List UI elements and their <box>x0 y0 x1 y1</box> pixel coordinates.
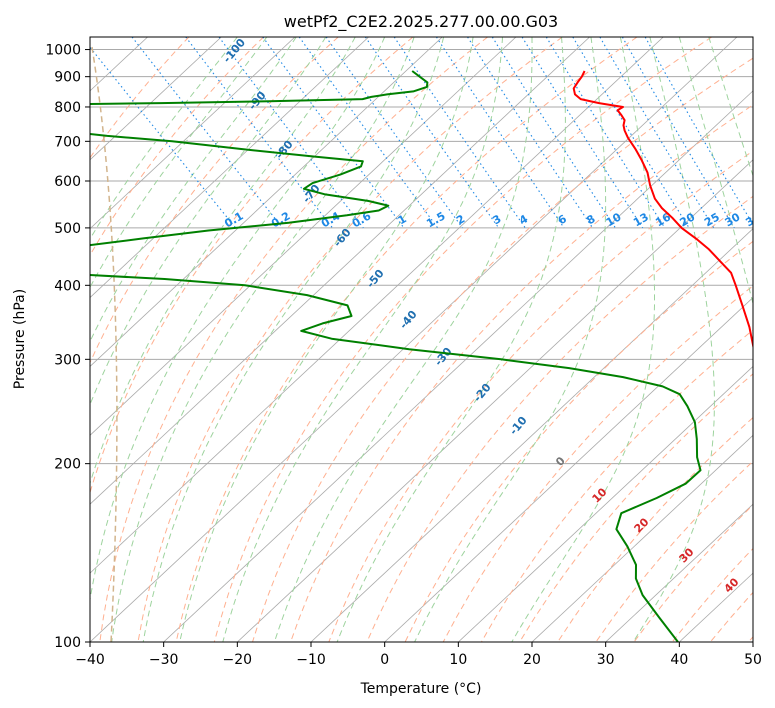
chart-title: wetPf2_C2E2.2025.277.00.00.G03 <box>284 12 558 32</box>
isotherm <box>90 37 443 367</box>
isotherm <box>237 159 753 642</box>
mixing-ratio-line <box>491 37 616 229</box>
mixing-ratio-line <box>325 37 463 229</box>
moist-adiabat <box>90 37 238 240</box>
moist-adiabat <box>511 37 655 642</box>
mixing-ratio-line <box>393 37 526 229</box>
isotherm <box>90 37 517 436</box>
moist-adiabat <box>142 37 445 642</box>
isotherm <box>90 37 590 505</box>
moist-adiabat <box>222 37 503 642</box>
moist-adiabat <box>90 37 268 289</box>
y-tick-label: 500 <box>54 221 81 237</box>
y-tick-label: 200 <box>54 457 81 473</box>
moist-adiabat <box>708 37 753 178</box>
isotherm <box>605 503 753 642</box>
isotherm <box>90 37 369 299</box>
moist-adiabat <box>90 37 297 343</box>
dry-adiabat <box>90 37 264 257</box>
x-tick-label: 0 <box>380 652 389 668</box>
dry-adiabat <box>175 37 638 642</box>
moist-adiabat <box>111 37 415 642</box>
y-tick-label: 1000 <box>45 43 81 59</box>
y-tick-label: 600 <box>54 174 81 190</box>
x-tick-label: −30 <box>149 652 179 668</box>
mixing-ratio-line <box>621 37 735 229</box>
moist-adiabat <box>90 37 356 485</box>
mixing-ratio-line <box>599 37 715 229</box>
isotherm <box>458 365 753 642</box>
dry-adiabat <box>90 37 339 364</box>
x-tick-label: −20 <box>223 652 253 668</box>
y-axis-label: Pressure (hPa) <box>12 289 28 389</box>
x-tick-label: 20 <box>523 652 541 668</box>
dry-adiabat <box>252 57 753 642</box>
y-tick-label: 900 <box>54 70 81 86</box>
moist-adiabat <box>90 37 327 406</box>
y-tick-label: 800 <box>54 100 81 116</box>
x-tick-label: −10 <box>296 652 326 668</box>
moist-adiabat <box>336 37 566 642</box>
isotherm <box>90 37 296 230</box>
moist-adiabat <box>414 37 607 642</box>
mixing-ratio-line <box>435 37 565 229</box>
x-axis-label: Temperature (°C) <box>360 681 482 697</box>
x-tick-label: 40 <box>670 652 688 668</box>
dcape-curve <box>91 46 118 642</box>
dry-adiabat <box>328 150 753 642</box>
isotherm <box>384 297 753 642</box>
x-tick-label: 10 <box>449 652 467 668</box>
dry-adiabat <box>99 37 488 642</box>
mixing-ratio-line <box>185 37 333 229</box>
mixing-ratio-label: 36 <box>743 210 763 229</box>
dewpoint-trace <box>90 70 702 642</box>
mixing-ratio-line <box>545 37 666 229</box>
mixing-ratio-line <box>521 37 644 229</box>
y-axis: 1000 900 800 700 600 500 400 300 200 100 <box>45 43 90 651</box>
y-tick-label: 100 <box>54 635 81 651</box>
moist-adiabat <box>179 37 474 642</box>
moist-adiabat <box>632 37 715 642</box>
isotherm <box>163 90 753 642</box>
mixing-ratio-line <box>467 37 594 229</box>
isotherm <box>531 434 753 642</box>
y-tick-label: 700 <box>54 134 81 150</box>
mixing-ratio-line <box>364 37 500 229</box>
x-axis: −40 −30 −20 −10 0 10 20 30 40 50 <box>75 642 762 668</box>
mixing-ratio-line <box>572 37 690 229</box>
mixing-ratio-line <box>90 46 237 229</box>
x-tick-label: −40 <box>75 652 105 668</box>
mixing-ratio-line <box>218 37 364 229</box>
dry-adiabat <box>90 37 414 495</box>
y-tick-label: 400 <box>54 278 81 294</box>
moist-adiabat <box>678 37 753 306</box>
moist-adiabat <box>273 37 533 642</box>
isotherm <box>90 37 222 161</box>
dry-adiabat <box>290 104 753 642</box>
moist-adiabat <box>90 37 386 603</box>
y-tick-label: 300 <box>54 352 81 368</box>
sounding-traces <box>90 70 753 642</box>
dry-adiabat <box>213 37 712 642</box>
plot-frame <box>89 36 754 643</box>
x-tick-label: 30 <box>597 652 615 668</box>
temperature-trace <box>572 70 753 351</box>
mixing-ratio-line <box>131 37 283 229</box>
x-tick-label: 50 <box>744 652 762 668</box>
